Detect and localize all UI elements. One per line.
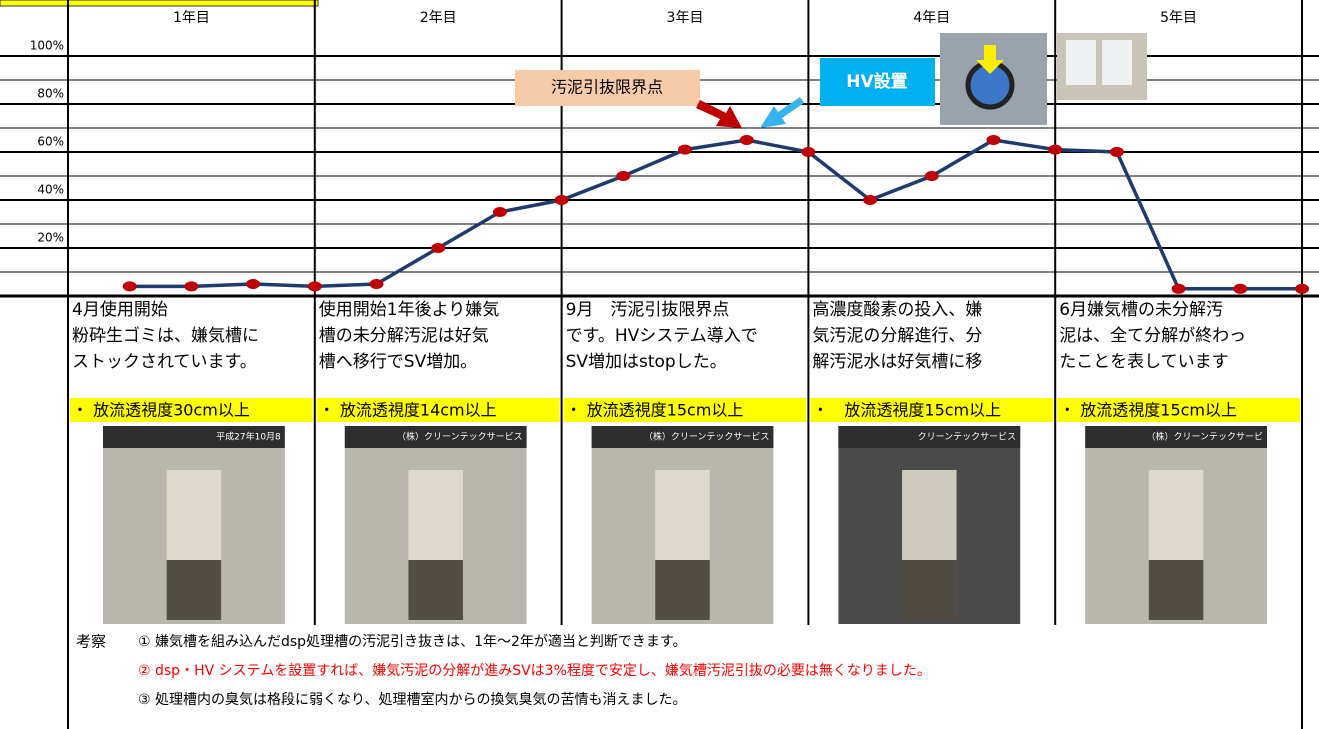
- highlight-band: [810, 398, 1054, 422]
- photo-caption: （株）クリーンテックサービス: [644, 431, 770, 443]
- photo-caption: 平成27年10月8: [216, 431, 281, 443]
- marker: [1171, 283, 1186, 294]
- photo-banner: [344, 426, 527, 448]
- photo-detail: [1066, 40, 1096, 85]
- highlight-text: ・ 放流透視度15cm以上: [812, 401, 1001, 420]
- plot: [122, 135, 1309, 294]
- annotation: HV設置: [846, 71, 907, 92]
- photo-banner: [1085, 426, 1267, 448]
- highlight-band: [563, 398, 807, 422]
- marker: [1048, 144, 1063, 155]
- remark: ① 嫌気槽を組み込んだdsp処理槽の汚泥引き抜きは、1年～2年が適当と判断できま…: [138, 633, 686, 650]
- arrow: [696, 100, 742, 128]
- x-tick-label: 2年目: [420, 10, 457, 26]
- marker: [739, 135, 754, 145]
- remark: ③ 処理槽内の臭気は格段に弱くなり、処理槽室内からの換気臭気の苦情も消えました。: [138, 691, 686, 708]
- highlight-text: ・ 放流透視度30cm以上: [72, 401, 250, 420]
- x-tick-label: 1年目: [173, 10, 210, 26]
- line: [129, 138, 1302, 291]
- note-text: 使用開始1年後より嫌気: [319, 299, 499, 320]
- note-text: 槽へ移行でSV増加。: [319, 352, 477, 372]
- sludge: [902, 560, 957, 620]
- y-tick-label: 80%: [37, 87, 64, 101]
- highlight-text: ・ 放流透視度14cm以上: [319, 401, 497, 420]
- annotations: 汚泥引抜限界点 HV設置: [515, 33, 1147, 128]
- sludge: [655, 560, 710, 620]
- y-tick-label: 60%: [37, 135, 64, 149]
- arrow: [760, 97, 804, 128]
- photo-detail: [1102, 40, 1132, 85]
- marker: [307, 281, 322, 292]
- note-text: たことを表しています: [1059, 352, 1229, 372]
- sludge: [408, 560, 463, 620]
- note-text: SV増加はstopした。: [566, 352, 727, 372]
- header-box: [0, 0, 319, 7]
- highlight-text: ・ 放流透視度15cm以上: [1059, 401, 1237, 420]
- photo-caption: （株）クリーンテックサービス: [397, 431, 523, 443]
- marker: [492, 207, 507, 217]
- photo-caption: （株）クリーンテックサービ: [1146, 431, 1263, 443]
- note-text: です。HVシステム導入で: [566, 326, 758, 346]
- photo-banner: [103, 426, 285, 448]
- annotation-box: [820, 58, 935, 106]
- highlight-band: [316, 398, 560, 422]
- remarks: 考察 ① 嫌気槽を組み込んだdsp処理槽の汚泥引き抜きは、1年～2年が適当と判断で…: [76, 633, 931, 709]
- highlight-band: [70, 398, 313, 422]
- marker: [1233, 283, 1248, 294]
- photo-caption: クリーンテックサービス: [918, 432, 1017, 443]
- note-text: 6月嫌気槽の未分解汚: [1059, 300, 1223, 320]
- remark: ② dsp・HV システムを設置すれば、嫌気汚泥の分解が進みSVは3%程度で安定…: [138, 663, 931, 679]
- marker: [616, 171, 631, 181]
- note-text: 解汚泥水は好気槽に移: [812, 352, 982, 372]
- note-text: 泥は、全て分解が終わっ: [1059, 326, 1246, 346]
- y-tick-label: 100%: [30, 39, 64, 53]
- marker: [986, 135, 1001, 145]
- note-text: 4月使用開始: [72, 299, 168, 320]
- remarks-label: 考察: [76, 633, 106, 651]
- marker: [554, 195, 569, 205]
- note-text: 粉砕生ゴミは、嫌気槽に: [72, 325, 259, 346]
- x-tick-label: 3年目: [667, 10, 704, 26]
- marker: [924, 171, 939, 181]
- annotation-box: [515, 70, 700, 106]
- sludge: [166, 560, 222, 620]
- note-text: 気汚泥の分解進行、分: [812, 326, 982, 346]
- x-tick-label: 4年目: [913, 10, 950, 26]
- marker: [246, 279, 261, 289]
- note-text: 9月 汚泥引抜限界点: [566, 300, 730, 320]
- photo-banner: [838, 426, 1021, 448]
- marker: [431, 243, 446, 253]
- marker: [369, 279, 384, 289]
- note-text: ストックされています。: [72, 352, 257, 372]
- x-tick-label: 5年目: [1160, 10, 1197, 26]
- marker: [1295, 283, 1309, 294]
- y-tick-label: 40%: [37, 183, 64, 197]
- note-text: 槽の未分解汚泥は好気: [319, 326, 489, 346]
- highlight-band: [1057, 398, 1300, 422]
- marker: [678, 144, 692, 155]
- marker: [122, 281, 137, 292]
- photo-banner: [591, 426, 774, 448]
- marker: [801, 147, 816, 157]
- note-text: 高濃度酸素の投入、嫌: [812, 300, 982, 320]
- marker: [1109, 147, 1124, 157]
- marker: [184, 281, 199, 292]
- highlight-text: ・ 放流透視度15cm以上: [566, 401, 744, 420]
- sludge: [1148, 560, 1204, 620]
- y-tick-label: 20%: [37, 231, 64, 245]
- marker: [863, 195, 878, 205]
- arrow: [976, 45, 1004, 74]
- annotation: 汚泥引抜限界点: [551, 78, 663, 97]
